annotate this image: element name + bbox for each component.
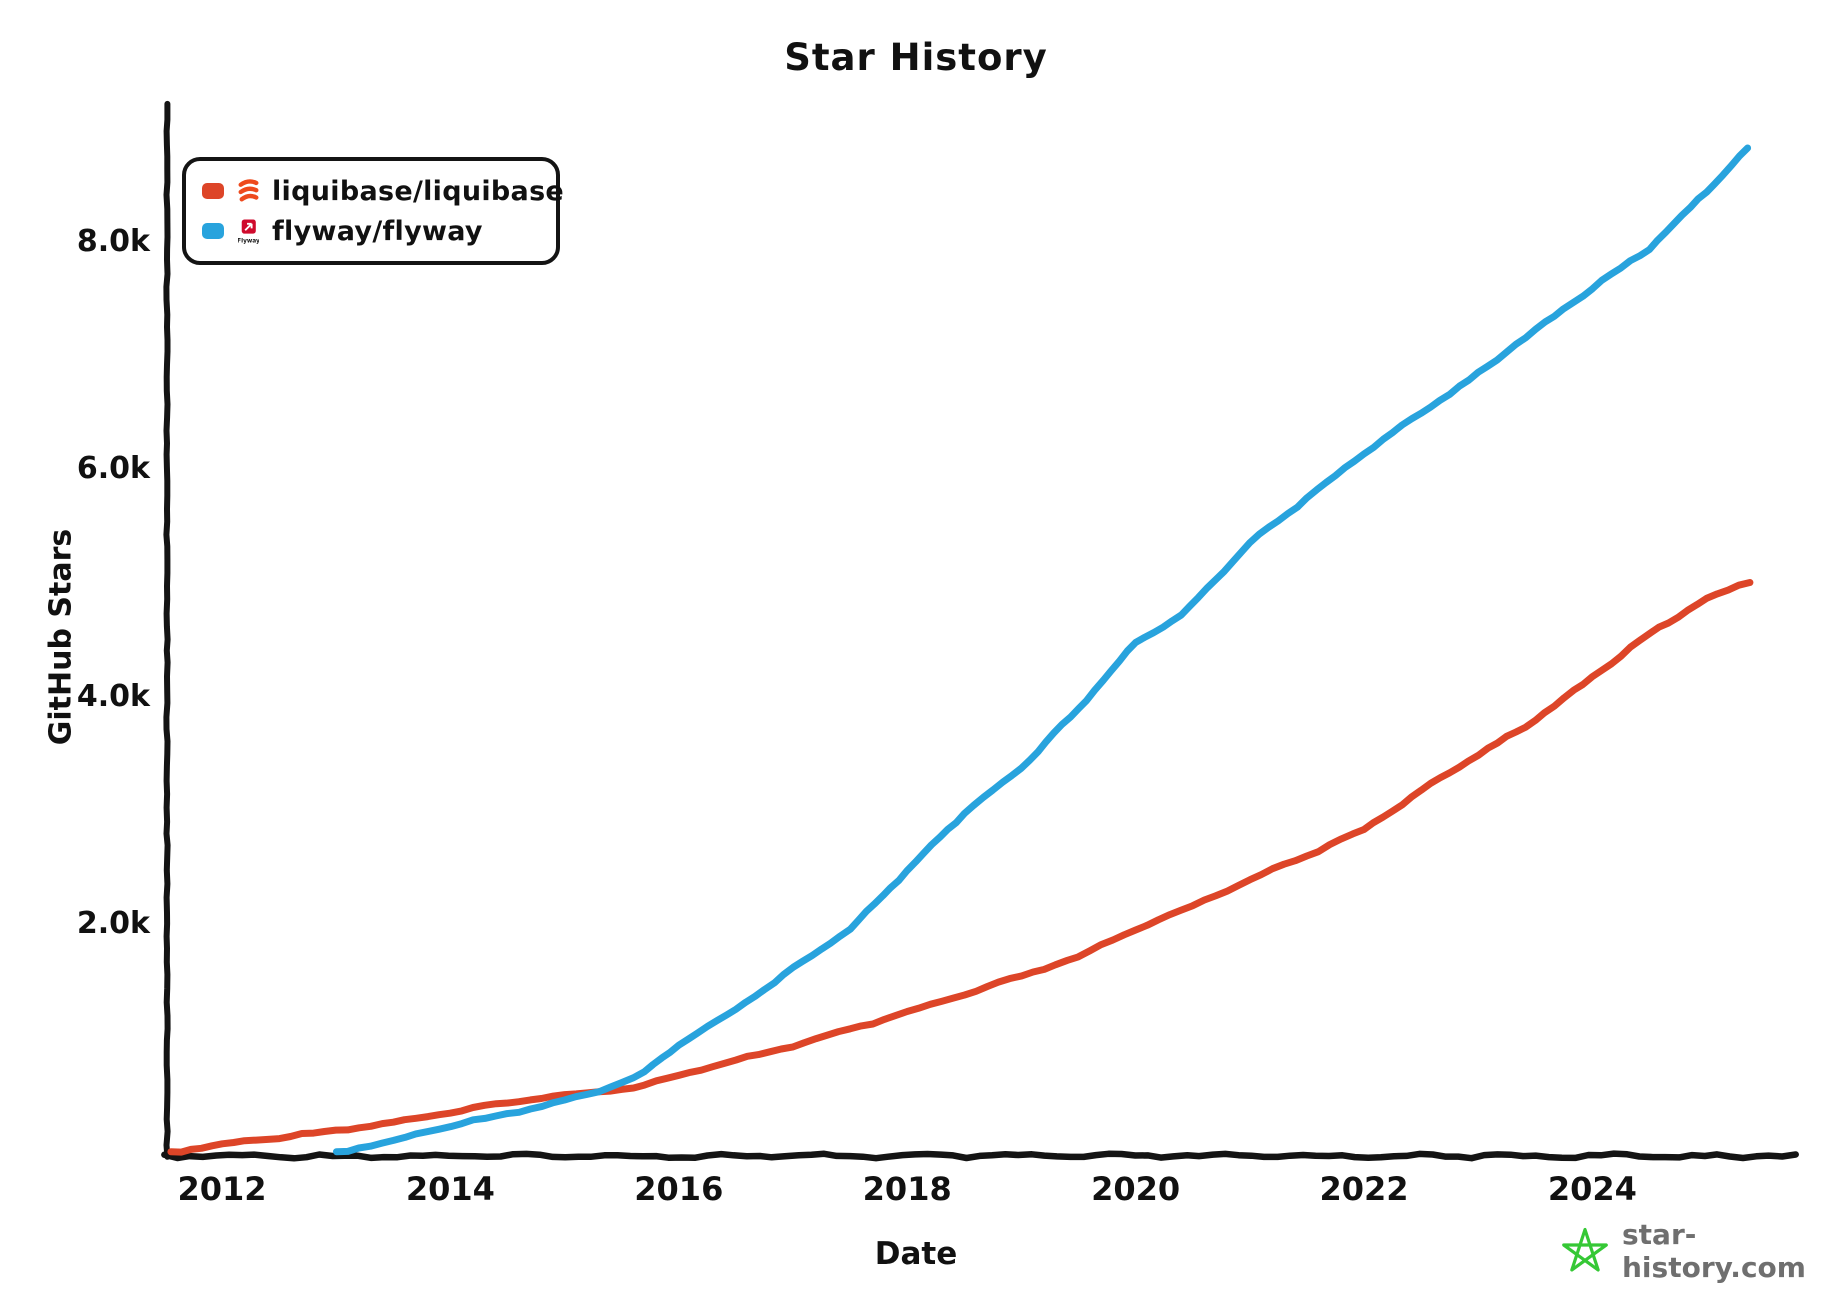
flyway-logo-icon: Flyway [235, 219, 261, 244]
series-line-liquibase [167, 579, 1754, 1156]
series-color-swatch-flyway [202, 223, 224, 239]
series-color-swatch-liquibase [202, 183, 224, 199]
legend-item-flyway[interactable]: Flyway flyway/flyway [202, 216, 542, 247]
y-axis-label: GitHub Stars [43, 528, 79, 746]
legend-label: flyway/flyway [272, 215, 483, 247]
legend: liquibase/liquibase Flyway flyway/flyway [182, 157, 564, 265]
y-axis-line [163, 100, 171, 1160]
site-credit-link[interactable]: star-history.com [1560, 1218, 1832, 1284]
site-credit-text: star-history.com [1622, 1218, 1806, 1284]
liquibase-logo-icon [235, 178, 261, 205]
svg-text:Flyway: Flyway [238, 238, 259, 244]
star-icon [1560, 1225, 1610, 1277]
x-axis-line [161, 1150, 1799, 1162]
chart-title: Star History [784, 36, 1048, 79]
legend-item-liquibase[interactable]: liquibase/liquibase [202, 176, 564, 207]
x-axis-label: Date [874, 1236, 958, 1272]
legend-label: liquibase/liquibase [272, 175, 565, 207]
series-line-flyway [333, 144, 1752, 1156]
